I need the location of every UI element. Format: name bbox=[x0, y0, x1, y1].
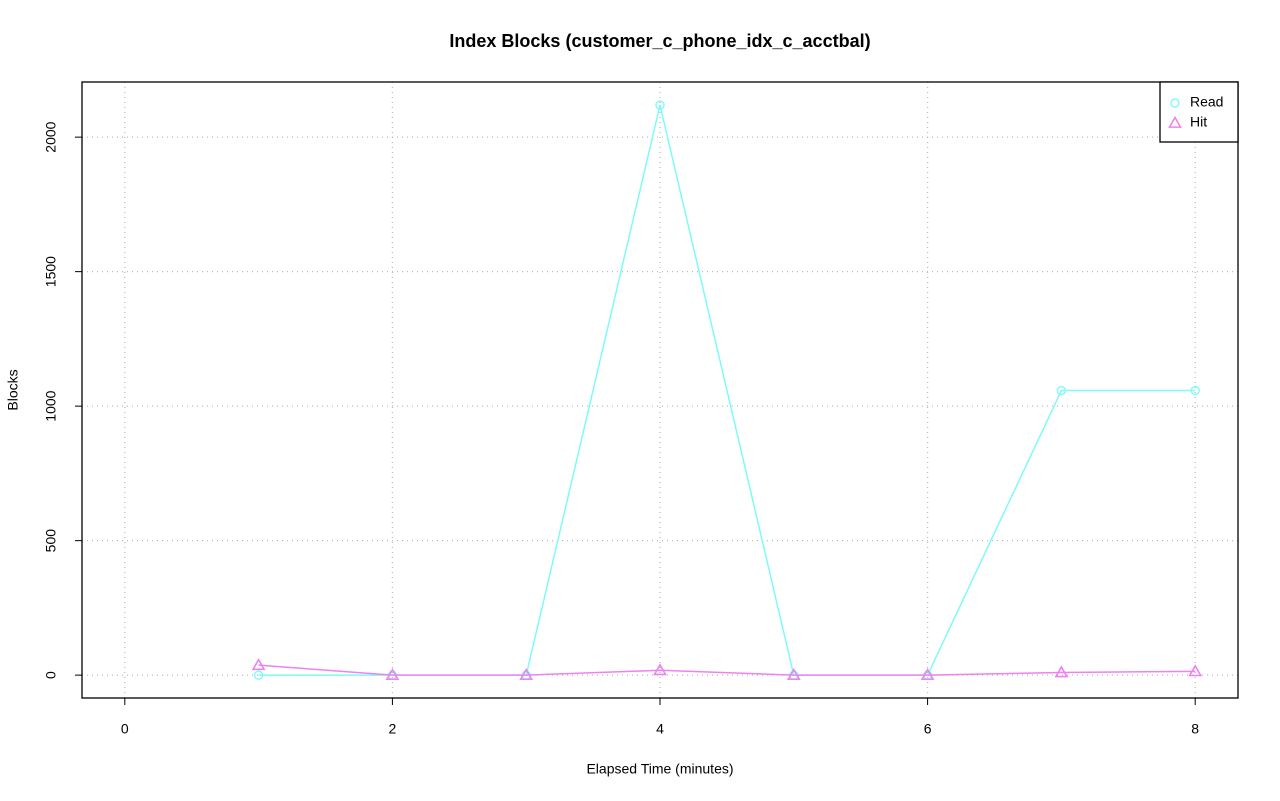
marker bbox=[655, 100, 665, 110]
y-tick-label: 2000 bbox=[43, 121, 59, 152]
x-tick-label: 0 bbox=[121, 721, 129, 737]
marker bbox=[920, 668, 935, 681]
x-axis-label: Elapsed Time (minutes) bbox=[586, 761, 733, 777]
legend-label: Hit bbox=[1190, 114, 1207, 130]
y-tick-label: 500 bbox=[43, 529, 59, 553]
series-line bbox=[258, 664, 1196, 676]
marker bbox=[1188, 664, 1203, 677]
x-tick-label: 4 bbox=[656, 721, 664, 737]
legend-label: Read bbox=[1190, 94, 1223, 110]
marker bbox=[1054, 665, 1069, 678]
plot-frame bbox=[81, 81, 1239, 699]
y-axis-label: Blocks bbox=[5, 369, 21, 410]
x-tick-label: 6 bbox=[924, 721, 932, 737]
marker bbox=[519, 668, 534, 681]
legend-marker bbox=[1168, 115, 1182, 128]
legend-marker bbox=[1170, 98, 1180, 108]
marker bbox=[1190, 385, 1200, 396]
marker bbox=[653, 663, 667, 676]
marker bbox=[1056, 385, 1067, 396]
y-tick-label: 0 bbox=[43, 671, 59, 679]
y-tick-label: 1000 bbox=[43, 390, 59, 421]
x-tick-label: 2 bbox=[389, 721, 397, 737]
series-line bbox=[258, 104, 1196, 676]
y-tick-label: 1500 bbox=[43, 256, 59, 287]
x-tick-label: 8 bbox=[1191, 721, 1199, 737]
marker bbox=[253, 670, 264, 680]
legend-box bbox=[1159, 81, 1239, 143]
marker bbox=[251, 658, 266, 671]
marker bbox=[786, 668, 801, 681]
marker bbox=[385, 668, 400, 681]
chart-title: Index Blocks (customer_c_phone_idx_c_acc… bbox=[449, 31, 870, 51]
